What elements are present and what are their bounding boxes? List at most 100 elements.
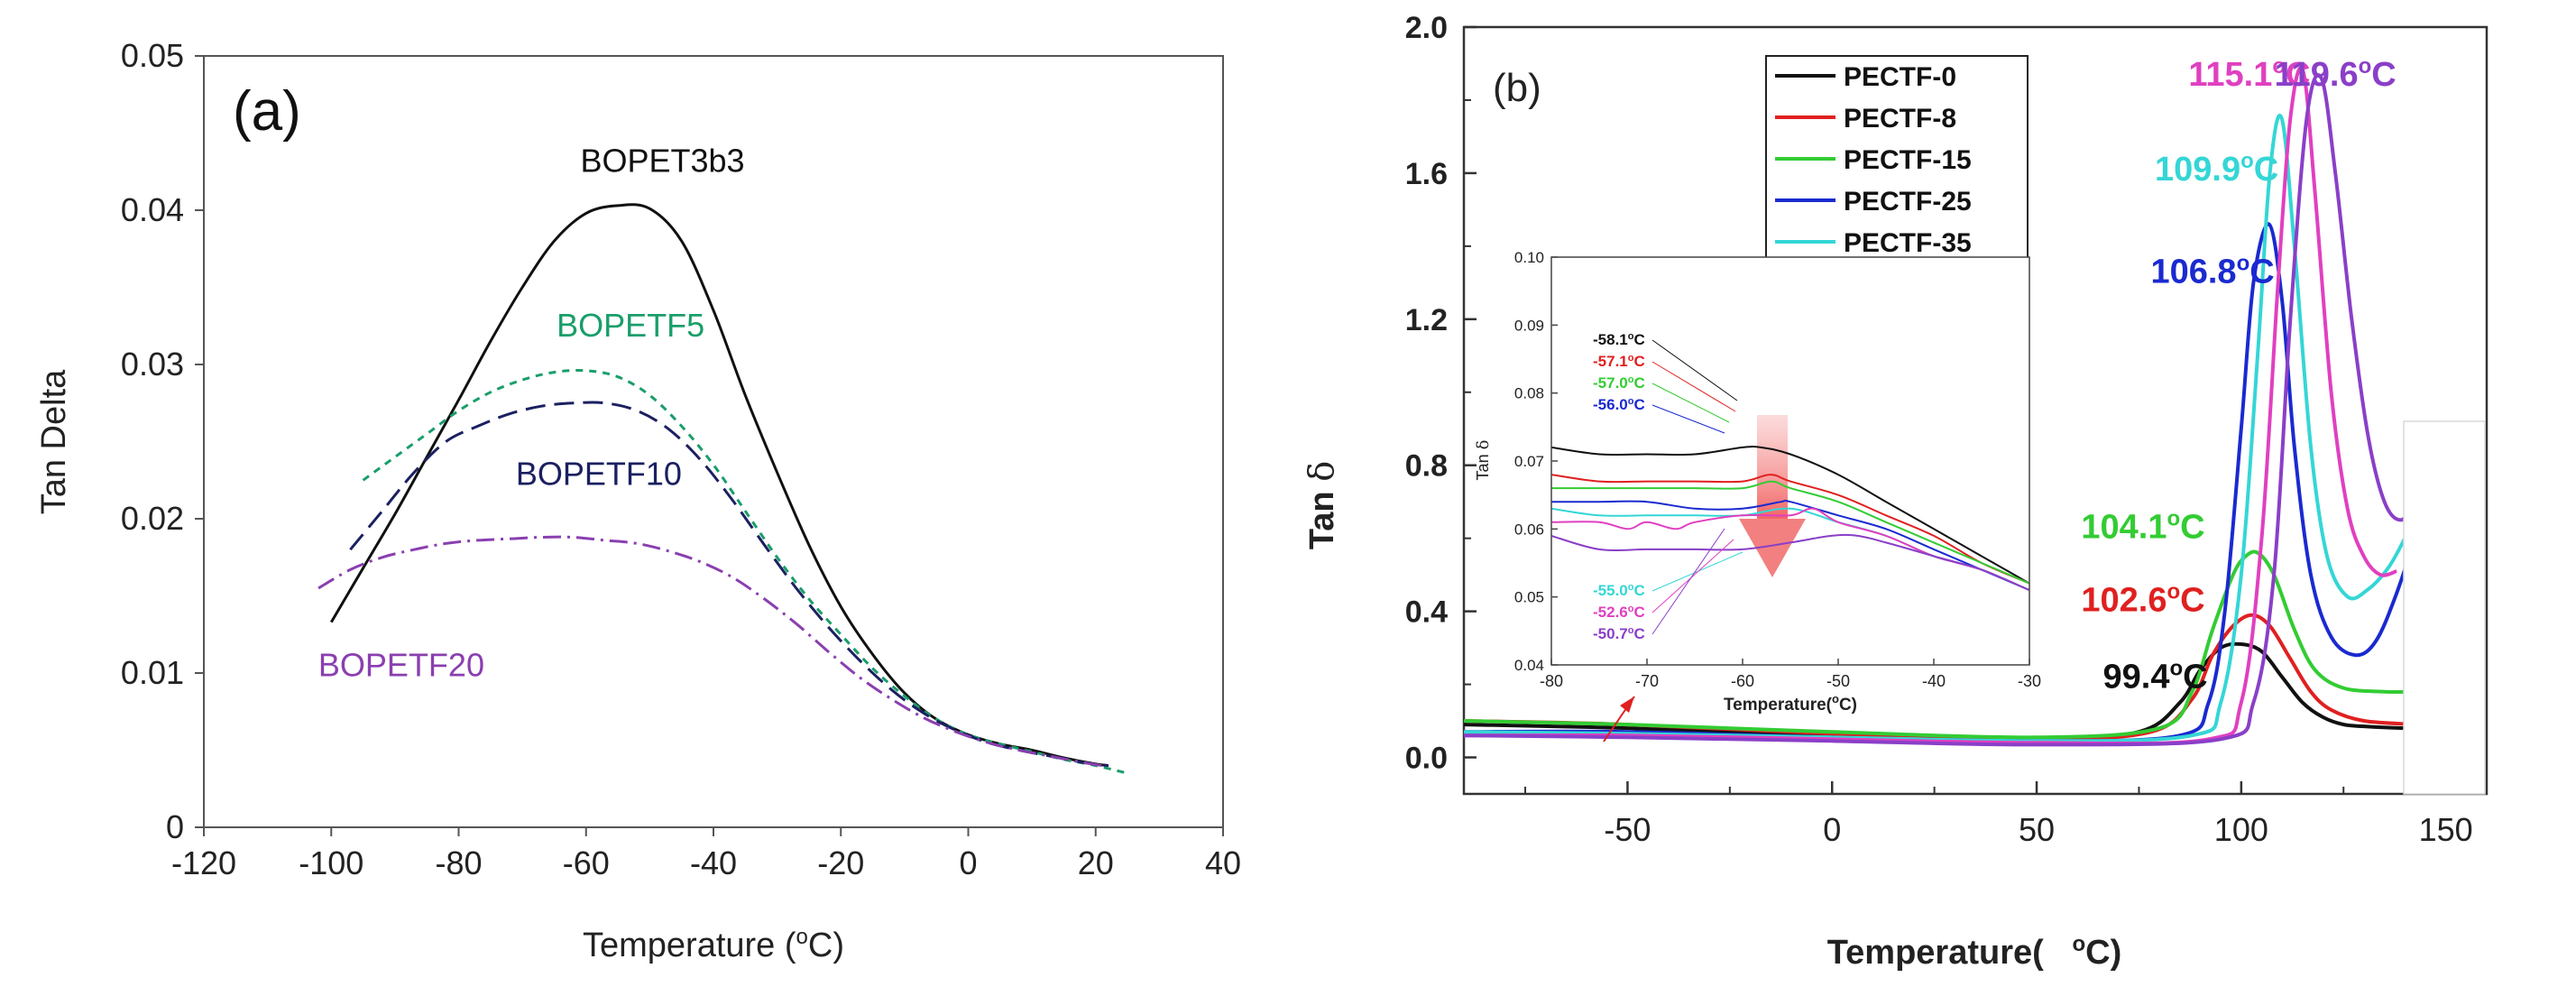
x-tick-label: -40 bbox=[690, 844, 737, 881]
series-line-bopetf10 bbox=[349, 401, 1109, 768]
y-tick-label: 0.04 bbox=[121, 191, 184, 228]
inset-y-tick-label: 0.05 bbox=[1514, 589, 1544, 606]
inset-leader-line bbox=[1651, 339, 1738, 401]
y-tick-label: 0 bbox=[166, 808, 184, 845]
inset-line-pectf-0 bbox=[1551, 446, 2029, 585]
x-tick-label: -120 bbox=[171, 844, 236, 881]
inset-y-tick-label: 0.09 bbox=[1514, 317, 1544, 334]
x-tick-label: -20 bbox=[817, 844, 864, 881]
inset-y-tick-label: 0.06 bbox=[1514, 521, 1544, 538]
inset-x-tick-label: -60 bbox=[1731, 672, 1754, 690]
series-group-a bbox=[317, 203, 1128, 775]
peak-label: -52.6oC bbox=[1593, 604, 1645, 621]
peak-label: 102.6oC bbox=[2081, 580, 2204, 620]
inset-chart: -80 -70 -60 -50 -40 -30 0.04 0.05 0.06 0.07 0.08 0.… bbox=[1474, 249, 2041, 715]
x-tick-label: 40 bbox=[1205, 844, 1241, 881]
y-tick-label: 0.01 bbox=[121, 654, 184, 691]
y-tick-label: 0.02 bbox=[121, 500, 184, 537]
peak-label: 119.6oC bbox=[2275, 54, 2397, 94]
x-tick-label: -100 bbox=[299, 844, 363, 881]
legend-label: PECTF-0 bbox=[1844, 62, 1956, 92]
series-labels-a: BOPET3b3 BOPETF5 BOPETF10 BOPETF20 bbox=[318, 142, 745, 683]
inset-y-tick-label: 0.08 bbox=[1514, 385, 1544, 402]
inset-leader-line bbox=[1651, 528, 1725, 635]
inset-background bbox=[1551, 257, 2029, 665]
inset-x-tick-label: -40 bbox=[1922, 672, 1946, 690]
tick-group-b: -50 0 50 100 150 0.0 0.4 0.8 1.2 1.6 2.0 bbox=[1405, 11, 2473, 848]
x-tick-label: -60 bbox=[563, 844, 610, 881]
legend-label: PECTF-25 bbox=[1844, 187, 1972, 217]
inset-x-tick-label: -70 bbox=[1635, 672, 1659, 690]
legend-label: PECTF-8 bbox=[1844, 104, 1956, 134]
inset-y-tick-label: 0.04 bbox=[1514, 657, 1544, 674]
peak-label: -57.1oC bbox=[1593, 353, 1645, 370]
y-tick-label: 0.4 bbox=[1405, 595, 1448, 630]
series-label-bopetf10: BOPETF10 bbox=[516, 455, 682, 492]
legend-label: PECTF-15 bbox=[1844, 145, 1972, 175]
y-tick-label: 1.2 bbox=[1405, 303, 1448, 337]
inset-line-pectf-25 bbox=[1551, 499, 2029, 592]
inset-x-tick-label: -50 bbox=[1826, 672, 1850, 690]
inset-x-tick-label: -80 bbox=[1540, 672, 1563, 690]
inset-line-pectf-8 bbox=[1551, 474, 2029, 585]
arrow-head bbox=[1739, 519, 1806, 577]
x-axis-label-inset: Temperature(oC) bbox=[1724, 692, 1857, 715]
y-axis-label-b: Tan δ bbox=[1302, 461, 1341, 549]
panel-b: -50 0 50 100 150 0.0 0.4 0.8 1.2 1.6 2.0 (b) Tempe… bbox=[1302, 11, 2489, 972]
y-tick-label: 0.8 bbox=[1405, 449, 1448, 484]
series-line-pectf-45 bbox=[1464, 66, 2397, 746]
series-label-bopet3b3: BOPET3b3 bbox=[580, 142, 744, 179]
inset-y-tick-label: 0.10 bbox=[1514, 249, 1544, 266]
peak-label: -55.0oC bbox=[1593, 582, 1645, 599]
peak-label: 106.8oC bbox=[2150, 251, 2274, 290]
legend-label: PECTF-35 bbox=[1844, 228, 1972, 258]
y-tick-label: 0.03 bbox=[121, 346, 184, 383]
series-group-b bbox=[1464, 66, 2419, 747]
panel-label-b: (b) bbox=[1493, 66, 1541, 110]
series-line-pectf-15 bbox=[1464, 549, 2417, 740]
x-axis-label-b: Temperature( oC) bbox=[1827, 932, 2121, 972]
tick-group-inset: -80 -70 -60 -50 -40 -30 0.04 0.05 0.06 0.07 0.08 0.… bbox=[1514, 249, 2041, 690]
inset-x-tick-label: -30 bbox=[2018, 672, 2041, 690]
inset-annotations: -58.1oC -57.1oC -57.0oC -56.0oC -55.0oC -52.6… bbox=[1593, 331, 1743, 642]
series-line-bopetf20 bbox=[317, 535, 1103, 768]
side-box bbox=[2403, 420, 2486, 795]
y-tick-label: 2.0 bbox=[1405, 11, 1448, 45]
x-axis-label-a: Temperature (oC) bbox=[583, 925, 844, 964]
panel-label-a: (a) bbox=[233, 80, 301, 143]
x-tick-label: 50 bbox=[2019, 811, 2055, 848]
y-tick-label: 1.6 bbox=[1405, 157, 1448, 191]
inset-line-pectf-15 bbox=[1551, 480, 2029, 585]
x-tick-label: -50 bbox=[1604, 811, 1651, 848]
inset-leader-line bbox=[1651, 539, 1734, 613]
y-tick-label: 0.05 bbox=[121, 37, 184, 74]
peak-label: -57.0oC bbox=[1593, 374, 1645, 392]
x-tick-label: 20 bbox=[1078, 844, 1114, 881]
peak-label: 115.1oC bbox=[2188, 54, 2310, 94]
inset-line-pectf-53 bbox=[1551, 533, 2029, 592]
x-tick-label: 150 bbox=[2419, 811, 2473, 848]
peak-label: -50.7oC bbox=[1593, 625, 1645, 642]
peak-label: -56.0oC bbox=[1593, 396, 1645, 413]
inset-y-tick-label: 0.07 bbox=[1514, 453, 1544, 470]
series-line-pectf-53 bbox=[1464, 73, 2419, 747]
y-tick-label: 0.0 bbox=[1405, 742, 1448, 776]
peak-label: 104.1oC bbox=[2081, 507, 2204, 547]
plot-frame-b bbox=[1462, 25, 2489, 796]
x-tick-label: 0 bbox=[959, 844, 977, 881]
y-axis-label-inset: Tan δ bbox=[1474, 440, 1493, 481]
panel-a: -120 -100 -80 -60 -40 -20 0 20 40 0 0.01 0.02 0.03 0.… bbox=[35, 37, 1241, 964]
inset-leader-line bbox=[1651, 404, 1725, 434]
series-label-bopetf20: BOPETF20 bbox=[318, 646, 484, 683]
series-label-bopetf5: BOPETF5 bbox=[557, 307, 704, 344]
inset-leader-line bbox=[1651, 361, 1736, 412]
inset-leader-line bbox=[1651, 383, 1730, 423]
series-group-inset bbox=[1551, 446, 2029, 592]
x-tick-label: 0 bbox=[1823, 811, 1841, 848]
inset-pointer-arrow bbox=[1603, 696, 1635, 742]
y-axis-label-a: Tan Delta bbox=[35, 369, 73, 514]
tick-group-a: -120 -100 -80 -60 -40 -20 0 20 40 0 0.01 0.02 0.03 0.… bbox=[121, 37, 1241, 881]
x-tick-label: 100 bbox=[2214, 811, 2268, 848]
